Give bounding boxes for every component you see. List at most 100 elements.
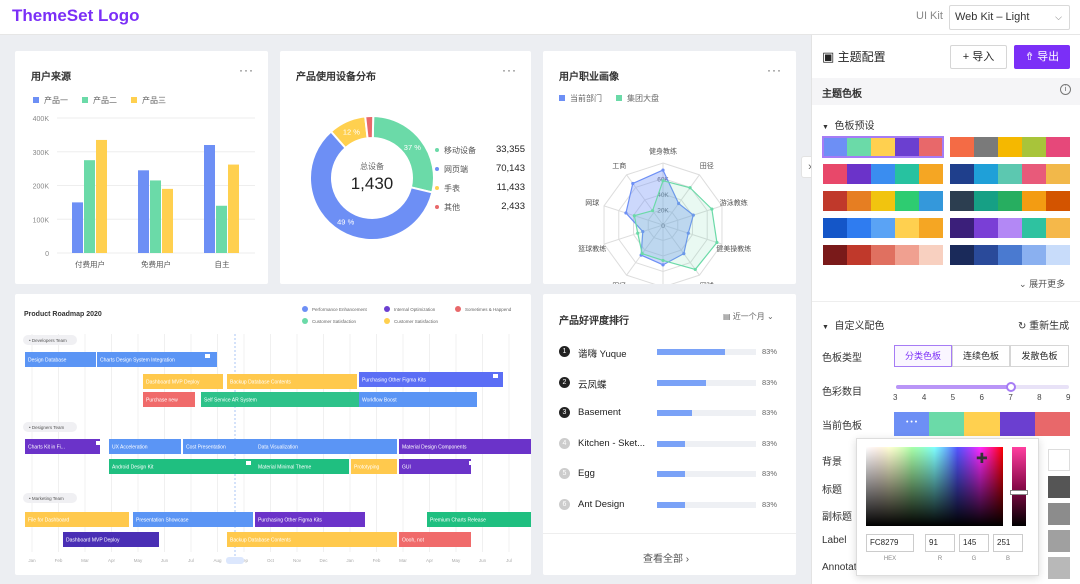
card-title: 用户职业画像 [559,72,619,83]
rank-bar-fill [657,379,706,386]
radar-axis-label: 游泳教练 [720,198,748,207]
chart-legend: 产品一 产品二 产品三 [33,95,166,106]
current-color-chip[interactable] [1034,412,1071,436]
current-color-chip[interactable]: • • • [894,412,930,436]
gantt-bar [227,532,397,547]
current-color-chip[interactable] [999,412,1035,436]
app-logo[interactable]: ThemeSet Logo [12,6,140,25]
slice-label: 12 % [343,127,360,136]
rank-bar-fill [657,471,685,477]
palette-preset[interactable] [823,245,943,265]
hue-handle[interactable] [1010,490,1028,495]
radar-point [661,168,665,172]
palette-preset[interactable] [950,191,1070,211]
plus-icon: + [962,51,970,63]
palette-preset[interactable] [823,191,943,211]
legend-label: Performance Enhancement [312,307,368,312]
palette-preset[interactable] [823,164,943,184]
gantt-bar-label: Material Design Components [402,445,467,451]
color-chip-title[interactable] [1048,476,1070,498]
gantt-bar-label: Material Minimal Theme [258,465,311,471]
more-icon[interactable]: ··· [502,63,517,77]
g-input[interactable]: 145 [959,534,989,552]
radar-axis [603,224,664,245]
swatch-color [974,245,998,265]
top-bar: ThemeSet Logo UI Kit Web Kit – Light ⌵ [0,0,1080,35]
b-input[interactable]: 251 [993,534,1023,552]
palette-preset[interactable] [950,164,1070,184]
color-chip-label[interactable] [1048,530,1070,552]
list-item[interactable]: 6 Ant Design 83% [543,497,796,513]
type-option-diverging[interactable]: 发散色板 [1010,345,1069,367]
type-option-sequential[interactable]: 连续色板 [952,345,1010,367]
radar-axis-label: 田径 [612,281,626,284]
current-palette[interactable]: • • • [894,412,1071,436]
roadmap-card: Product Roadmap 2020 Performance Enhance… [15,294,531,575]
month-label: Mar [81,558,89,563]
slider-handle[interactable] [1006,382,1017,392]
period-select[interactable]: ▤ 近一个月 ⌄ [723,311,774,322]
hex-input[interactable]: FC8279 [866,534,914,552]
palette-preset[interactable] [950,245,1070,265]
info-icon[interactable]: i [1060,84,1071,95]
gantt-chart: Performance Enhancement Internal Optimiza… [23,306,531,564]
color-chip-background[interactable] [1048,449,1070,471]
saturation-area[interactable] [866,447,1003,526]
gantt-bar [399,459,471,474]
count-slider[interactable] [896,382,1069,392]
slice-label: 49 % [337,218,354,227]
more-icon[interactable]: ··· [767,63,782,77]
legend-dot [302,306,308,312]
radar-point [661,263,665,267]
presets-toggle[interactable]: ▼ 色板预设 [822,117,875,132]
gantt-bar [359,372,503,387]
color-chip-annotation[interactable] [1048,557,1070,579]
gantt-bar [183,439,255,454]
legend-dot [455,306,461,312]
radar-point [624,211,628,215]
kit-select[interactable]: Web Kit – Light ⌵ [949,5,1070,30]
export-button[interactable]: ⇮ 导出 [1014,45,1070,69]
radar-axis [662,224,700,276]
r-input[interactable]: 91 [925,534,955,552]
current-color-chip[interactable] [964,412,1000,436]
picker-crosshair-icon[interactable]: ✚ [976,450,988,466]
type-option-categorical[interactable]: 分类色板 [894,345,952,367]
current-label: 当前色板 [822,421,862,432]
custom-toggle[interactable]: ▼ 自定义配色 [822,317,885,332]
view-all-link[interactable]: 查看全部 › [643,550,689,565]
hue-slider[interactable] [1012,447,1026,526]
legend-label: 手表 [444,184,460,193]
current-color-chip[interactable] [929,412,965,436]
swatch-color [919,164,943,184]
regenerate-button[interactable]: ↻ 重新生成 [1018,317,1069,332]
more-icon[interactable]: ··· [239,63,254,77]
rank-bar-track [657,440,756,447]
chevron-right-icon: › [685,554,690,565]
palette-preset[interactable] [950,137,1070,157]
gantt-bar-label: Presentation Showcase [136,518,189,524]
swatch-color [823,191,847,211]
swatch-color [895,245,919,265]
swatch-color [823,245,847,265]
list-item[interactable]: 1 谐嗨 Yuque 83% [543,344,796,360]
list-item[interactable]: 5 Egg 83% [543,466,796,482]
palette-preset[interactable] [950,218,1070,238]
import-button[interactable]: + 导入 [950,45,1007,69]
legend-label: Internal Optimization [394,307,436,312]
list-item[interactable]: 4 Kitchen - Sket... 83% [543,436,796,452]
list-item[interactable]: 3 Basement 83% [543,405,796,421]
radar-point [632,214,636,218]
radar-point [686,231,690,235]
color-chip-subtitle[interactable] [1048,503,1070,525]
legend-item: 网页端 70,143 [435,163,525,183]
expand-more-link[interactable]: ⌄ 展开更多 [1019,277,1065,290]
list-item[interactable]: 2 云凤蝶 83% [543,375,796,391]
gantt-bar [63,532,159,547]
y-tick-label: 0 [45,251,49,258]
row-label: Label [822,535,847,546]
y-tick-label: 300K [33,150,50,157]
palette-preset[interactable] [822,136,944,158]
swatch-color [1046,164,1070,184]
palette-preset[interactable] [823,218,943,238]
